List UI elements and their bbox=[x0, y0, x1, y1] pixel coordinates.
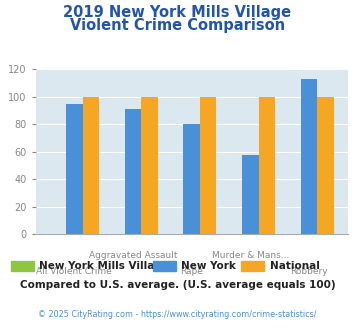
Text: Murder & Mans...: Murder & Mans... bbox=[212, 251, 289, 260]
Text: 2019 New York Mills Village: 2019 New York Mills Village bbox=[64, 5, 291, 20]
Text: Rape: Rape bbox=[180, 267, 203, 276]
Text: All Violent Crime: All Violent Crime bbox=[37, 267, 112, 276]
Bar bbox=[242, 154, 258, 234]
Text: Aggravated Assault: Aggravated Assault bbox=[89, 251, 177, 260]
Text: © 2025 CityRating.com - https://www.cityrating.com/crime-statistics/: © 2025 CityRating.com - https://www.city… bbox=[38, 310, 317, 319]
Text: Violent Crime Comparison: Violent Crime Comparison bbox=[70, 18, 285, 33]
Text: Robbery: Robbery bbox=[290, 267, 328, 276]
Bar bbox=[125, 109, 141, 234]
Bar bbox=[258, 97, 275, 234]
Bar bbox=[141, 97, 158, 234]
Bar bbox=[83, 97, 99, 234]
Bar bbox=[200, 97, 216, 234]
Bar bbox=[184, 124, 200, 234]
Text: New York Mills Village: New York Mills Village bbox=[39, 261, 169, 271]
Bar bbox=[301, 79, 317, 234]
Bar bbox=[317, 97, 334, 234]
Text: Compared to U.S. average. (U.S. average equals 100): Compared to U.S. average. (U.S. average … bbox=[20, 280, 335, 290]
Bar bbox=[66, 104, 83, 234]
Text: National: National bbox=[270, 261, 320, 271]
Text: New York: New York bbox=[181, 261, 236, 271]
